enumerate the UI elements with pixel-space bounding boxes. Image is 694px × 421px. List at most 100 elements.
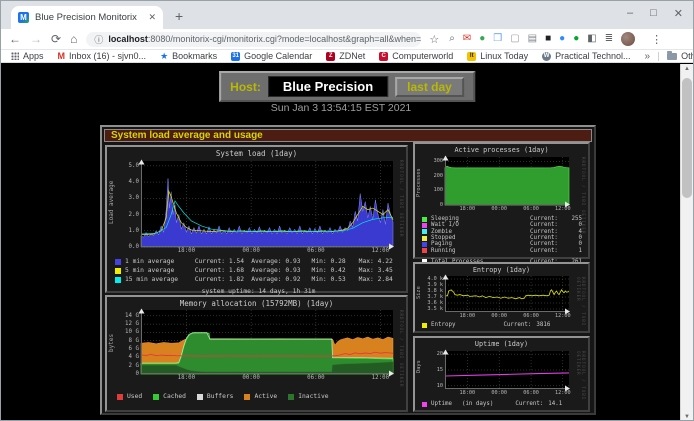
puzzle-extensions-icon[interactable]: ◧ [587, 33, 597, 44]
entropy-legend: Entropy Current: 3816 [422, 322, 582, 328]
system-load-plot[interactable] [138, 159, 394, 250]
reload-icon[interactable]: ⟳ [51, 32, 62, 46]
bookmark-computerworld[interactable]: C Computerworld [379, 51, 453, 61]
processes-legend: Sleeping Current: 255 Wait I/O Current: 0 Zo… [422, 216, 582, 265]
notes-extension-icon[interactable]: ▢ [510, 33, 520, 44]
system-load-graph-panel[interactable]: System load (1day) Load average RRDTOOL … [105, 145, 408, 295]
legend-swatch [115, 267, 121, 274]
x-tick-label: 18:00 [459, 206, 476, 212]
browser-toolbar: ← → ⟳ ⌂ ⓘ localhost :8080/monitorix-cgi/… [1, 29, 693, 50]
legend-swatch [422, 248, 427, 254]
scrollbar-thumb[interactable] [682, 78, 692, 198]
legend-row: 1 min average Current: 1.54 Average: 0.9… [115, 257, 402, 266]
graph-title: Uptime (1day) [474, 340, 529, 348]
home-icon[interactable]: ⌂ [70, 32, 78, 46]
section-title: System load average and usage [104, 129, 592, 142]
bookmark-bookmarks[interactable]: ★ Bookmarks [160, 50, 218, 62]
pages-extension-icon[interactable]: ❒ [493, 33, 503, 44]
browser-tab[interactable]: M Blue Precision Monitorix ✕ [11, 6, 163, 29]
url-host: localhost [108, 34, 148, 44]
zdnet-icon: Z [326, 51, 336, 61]
globe-extension-icon[interactable]: ● [479, 33, 486, 44]
rrdtool-watermark: RRDTOOL / TOBI OETIKER [576, 277, 586, 327]
x-tick-label: 00:00 [491, 206, 507, 212]
address-bar[interactable]: ⓘ localhost :8080/monitorix-cgi/monitori… [86, 31, 422, 47]
legend-swatch [422, 259, 427, 265]
y-tick-label: 8 G [128, 337, 139, 344]
bookmark-linux-today[interactable]: lt Linux Today [467, 51, 528, 61]
legend-swatch [196, 393, 203, 400]
host-selector-bar: Host: Blue Precision last day [219, 71, 475, 102]
legend-swatch [153, 393, 160, 400]
close-button[interactable]: ✕ [673, 8, 683, 20]
legend-swatch [288, 393, 295, 400]
y-tick-label: 3.8 k [427, 288, 443, 294]
reading-list-icon[interactable]: ≣ [604, 33, 614, 44]
forward-icon[interactable]: → [30, 32, 42, 46]
profile-avatar[interactable] [621, 32, 636, 46]
uptime-plot[interactable] [442, 349, 570, 392]
tab-close-icon[interactable]: ✕ [148, 12, 156, 22]
bookmark-zdnet[interactable]: Z ZDNet [326, 51, 365, 61]
dark-app-extension-icon[interactable]: ■ [545, 33, 552, 44]
cast-extension-icon[interactable]: ▤ [527, 33, 538, 44]
scrollbar-up-arrow[interactable]: ▲ [684, 66, 690, 72]
entropy-plot[interactable] [442, 274, 570, 315]
site-info-icon[interactable]: ⓘ [94, 34, 104, 45]
legend-swatch [244, 393, 251, 400]
back-icon[interactable]: ← [9, 32, 21, 46]
scrollbar-down-arrow[interactable]: ▼ [684, 414, 690, 420]
rrdtool-watermark: RRDTOOL / TOBI OETIKER [581, 157, 586, 235]
x-tick-label: 12:00 [554, 313, 571, 319]
new-tab-button[interactable]: + [175, 8, 184, 24]
active-processes-graph-panel[interactable]: Active processes (1day) Processes RRDTOO… [413, 142, 590, 265]
y-tick-label: 4.0 [128, 179, 139, 186]
evernote-extension-icon[interactable]: ● [573, 33, 580, 44]
minimize-button[interactable]: – [627, 7, 634, 19]
memory-allocation-graph-panel[interactable]: Memory allocation (15792MB) (1day) bytes… [105, 295, 408, 412]
y-tick-label: 6 G [128, 346, 139, 353]
bookmarks-divider [658, 51, 660, 61]
gmail-icon: M [57, 51, 66, 61]
zoom-extension-icon[interactable]: ● [559, 33, 566, 44]
page-scrollbar[interactable]: ▲ ▼ [680, 64, 693, 420]
report-datetime: Sun Jan 3 13:54:15 EST 2021 [270, 102, 412, 114]
window-controls: – □ ✕ [627, 7, 683, 20]
x-tick-label: 12:00 [371, 248, 390, 254]
wordpress-icon: W [542, 51, 552, 61]
other-bookmarks[interactable]: Other bookmarks [667, 50, 693, 61]
entropy-graph-panel[interactable]: Entropy (1day) Size RRDTOOL / TOBI OETIK… [413, 262, 590, 333]
x-tick-label: 12:00 [554, 390, 571, 396]
y-tick-label: 4 G [128, 354, 139, 361]
legend-swatch [117, 393, 123, 400]
mail-extension-icon[interactable]: ✉ [462, 33, 472, 44]
star-icon: ★ [160, 50, 169, 61]
maximize-button[interactable]: □ [650, 7, 657, 19]
bookmark-apps[interactable]: Apps [11, 51, 44, 61]
bookmark-google-calendar[interactable]: 31 Google Calendar [231, 51, 313, 61]
y-tick-label: 3.0 [128, 195, 139, 202]
chrome-menu-icon[interactable]: ⋮ [651, 33, 663, 46]
x-tick-label: 18:00 [177, 375, 196, 381]
system-uptime-text: system uptime: 14 days, 1h 31m [201, 288, 316, 295]
memory-plot[interactable] [138, 308, 394, 377]
legend-swatch [422, 401, 427, 407]
search-extension-icon[interactable]: ⌕ [449, 33, 455, 44]
y-tick-label: 0 [135, 371, 140, 377]
bookmark-practical-technology[interactable]: W Practical Technol... [542, 51, 631, 61]
legend-swatch [422, 222, 427, 228]
x-tick-label: 12:00 [554, 206, 571, 212]
graph-title: Active processes (1day) [454, 146, 549, 154]
x-tick-label: 00:00 [491, 313, 507, 319]
bookmarks-overflow-chevron[interactable]: » [644, 50, 651, 62]
bookmark-inbox[interactable]: M Inbox (16) - sjvn0... [57, 51, 147, 61]
processes-plot[interactable] [442, 155, 570, 208]
legend-swatch [115, 258, 121, 265]
legend-swatch [422, 216, 427, 222]
bookmark-star-icon[interactable]: ☆ [429, 33, 440, 46]
memory-legend: Used Cached Buffers Active Inactive [117, 393, 402, 400]
uptime-graph-panel[interactable]: Uptime (1day) Days RRDTOOL / TOBI OETIKE… [413, 336, 590, 412]
graph-title: Entropy (1day) [472, 266, 531, 274]
y-axis-label: Processes [416, 168, 422, 197]
time-range-button[interactable]: last day [395, 76, 464, 97]
